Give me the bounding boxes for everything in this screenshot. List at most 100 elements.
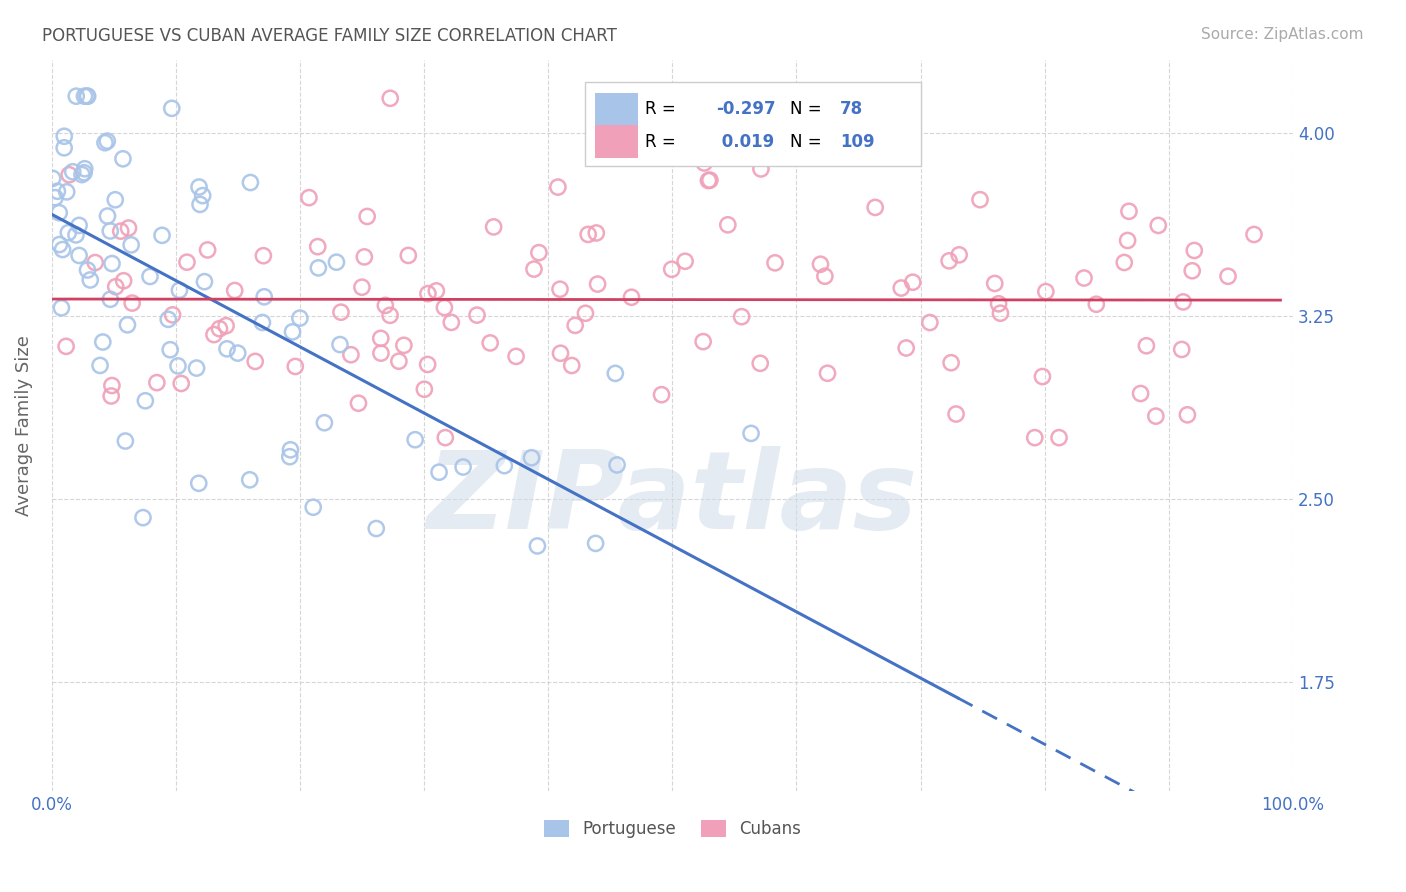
Point xyxy=(94,136,117,150)
Point xyxy=(378,309,401,323)
Point xyxy=(1177,408,1199,422)
Point xyxy=(150,228,173,243)
Text: R =: R = xyxy=(645,133,681,151)
Point xyxy=(314,416,336,430)
Point xyxy=(380,91,402,105)
Point xyxy=(585,536,607,550)
Text: ZIPatlas: ZIPatlas xyxy=(427,446,918,551)
Y-axis label: Average Family Size: Average Family Size xyxy=(15,335,32,516)
Point xyxy=(79,273,101,287)
Point xyxy=(527,245,550,260)
Point xyxy=(413,382,436,396)
Point xyxy=(340,348,363,362)
Point xyxy=(692,334,714,349)
Point xyxy=(1129,386,1152,401)
Point xyxy=(356,210,378,224)
Text: N =: N = xyxy=(790,133,827,151)
Point xyxy=(101,256,124,270)
Point xyxy=(440,315,463,329)
Point xyxy=(523,262,546,277)
Point xyxy=(416,358,439,372)
Point xyxy=(548,282,571,296)
Point xyxy=(121,296,143,310)
Point xyxy=(1144,409,1167,424)
Text: 109: 109 xyxy=(839,133,875,151)
Point xyxy=(280,442,302,457)
Point xyxy=(55,185,77,199)
Point xyxy=(427,465,450,479)
Point xyxy=(479,335,502,350)
Point xyxy=(550,346,572,360)
Point xyxy=(253,290,276,304)
Point xyxy=(176,255,198,269)
Point xyxy=(120,238,142,252)
Text: R =: R = xyxy=(645,101,681,119)
Point xyxy=(1118,204,1140,219)
Point xyxy=(482,219,505,234)
Point xyxy=(749,356,772,370)
Point xyxy=(58,226,80,240)
Point xyxy=(159,343,181,357)
Point xyxy=(41,171,63,186)
Text: Source: ZipAtlas.com: Source: ZipAtlas.com xyxy=(1201,27,1364,42)
Point xyxy=(169,283,191,297)
Point xyxy=(170,376,193,391)
Point xyxy=(307,240,329,254)
Text: 78: 78 xyxy=(839,101,863,119)
Point xyxy=(76,89,98,103)
Point xyxy=(239,473,262,487)
Point xyxy=(226,346,249,360)
Point xyxy=(374,298,396,312)
Legend: Portuguese, Cubans: Portuguese, Cubans xyxy=(537,814,807,845)
Point xyxy=(215,318,238,333)
Point xyxy=(814,269,837,284)
Point xyxy=(134,393,156,408)
Point xyxy=(585,226,607,240)
Point xyxy=(1085,297,1108,311)
Point xyxy=(1135,339,1157,353)
Point xyxy=(810,257,832,271)
Point xyxy=(117,221,139,235)
Point xyxy=(245,354,267,368)
Point xyxy=(96,209,118,223)
Point xyxy=(433,301,456,315)
Point xyxy=(48,205,70,219)
Point xyxy=(740,426,762,441)
Point xyxy=(673,254,696,268)
Point xyxy=(302,500,325,515)
Point xyxy=(51,301,73,315)
Point xyxy=(586,277,609,291)
Point xyxy=(547,180,569,194)
Point xyxy=(55,339,77,353)
Point xyxy=(186,361,208,376)
Point xyxy=(749,161,772,176)
Point xyxy=(224,284,246,298)
Point xyxy=(188,197,211,211)
Point xyxy=(160,101,183,115)
Point xyxy=(918,316,941,330)
Point xyxy=(202,327,225,342)
Point xyxy=(100,389,122,403)
Point xyxy=(117,318,139,332)
Point xyxy=(76,263,98,277)
Point xyxy=(281,325,304,339)
Text: 0.019: 0.019 xyxy=(716,133,775,151)
Point xyxy=(564,318,586,333)
Point xyxy=(104,279,127,293)
Point xyxy=(969,193,991,207)
Point xyxy=(370,346,392,360)
Point xyxy=(298,191,321,205)
Point xyxy=(193,275,215,289)
Point xyxy=(388,354,411,368)
Point xyxy=(396,248,419,262)
Point xyxy=(526,539,548,553)
FancyBboxPatch shape xyxy=(595,126,637,158)
Point xyxy=(73,89,96,103)
Point xyxy=(307,260,329,275)
Point xyxy=(651,387,673,401)
Point xyxy=(110,224,132,238)
Point xyxy=(576,227,599,242)
Point xyxy=(561,359,583,373)
Point xyxy=(1170,343,1192,357)
Point xyxy=(1171,294,1194,309)
